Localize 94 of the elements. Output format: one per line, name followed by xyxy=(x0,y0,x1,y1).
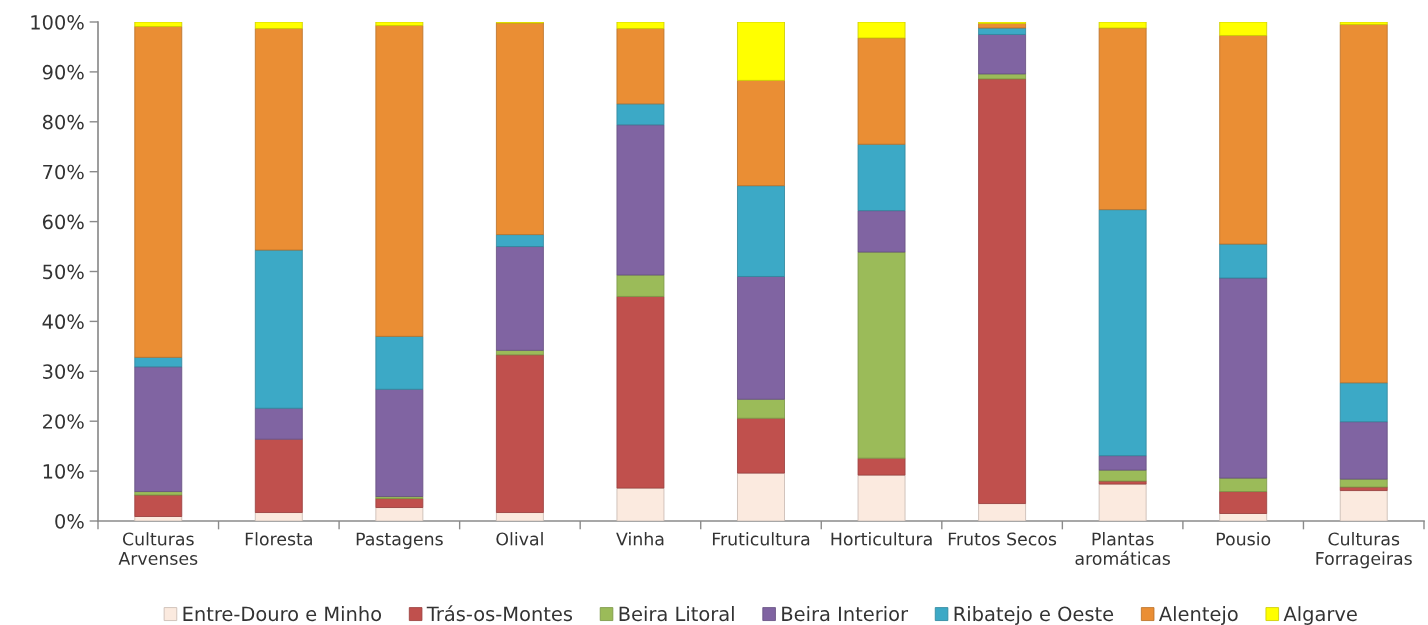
bar xyxy=(1219,243,1268,279)
bar xyxy=(737,276,785,400)
x-tick-label: Olival xyxy=(496,532,543,546)
bar xyxy=(857,143,906,212)
bar xyxy=(375,22,424,26)
bar xyxy=(616,274,665,297)
bar xyxy=(1098,483,1147,521)
bar xyxy=(495,22,544,235)
bar xyxy=(134,491,183,496)
bar xyxy=(1339,478,1388,488)
y-tick-label: 20% xyxy=(43,414,84,429)
bar xyxy=(1339,382,1388,423)
bar xyxy=(495,512,544,521)
bar xyxy=(134,26,183,358)
bar xyxy=(375,507,424,521)
bar xyxy=(616,487,665,521)
bar xyxy=(375,388,424,497)
x-tick-label: Frutos Secos xyxy=(948,532,1057,546)
bar xyxy=(254,512,303,521)
bar xyxy=(857,22,906,39)
y-tick-label: 50% xyxy=(43,264,84,280)
bar xyxy=(375,498,424,508)
legend-label: Trás-os-Montes xyxy=(426,605,573,622)
bar xyxy=(1339,421,1388,480)
x-tick-label: Vinha xyxy=(616,532,664,546)
y-tick-label: 70% xyxy=(43,164,84,180)
bar xyxy=(978,34,1027,75)
bar xyxy=(254,22,303,29)
bar xyxy=(495,246,544,351)
x-tick-label: Culturas Forrageiras xyxy=(1316,532,1412,569)
y-tick-label: 40% xyxy=(42,314,84,330)
bar xyxy=(616,124,665,276)
bar xyxy=(616,296,665,489)
bar xyxy=(1219,35,1268,245)
x-tick-label: Horticultura xyxy=(831,532,932,546)
x-tick-label: Culturas Arvenses xyxy=(118,532,198,565)
x-tick-label: Pousio xyxy=(1216,532,1271,546)
bar xyxy=(1219,277,1268,479)
bar xyxy=(737,185,785,277)
y-tick-label: 60% xyxy=(42,214,84,230)
legend-label: Ribatejo e Oeste xyxy=(954,606,1114,625)
bar xyxy=(1098,469,1147,482)
bar xyxy=(134,494,183,517)
bar xyxy=(616,103,665,126)
legend-label: Beira Litoral xyxy=(619,606,734,622)
y-tick-label: 0% xyxy=(55,513,84,529)
bar xyxy=(1219,491,1268,514)
legend-label: Algarve xyxy=(1283,606,1357,625)
bar xyxy=(375,25,424,337)
bar xyxy=(857,210,906,253)
bar xyxy=(495,354,544,513)
bar xyxy=(857,37,906,145)
x-tick-label: Plantas aromáticas xyxy=(1075,532,1170,565)
bar xyxy=(1098,27,1147,211)
legend-label: Beira Interior xyxy=(782,606,909,622)
bar xyxy=(1219,22,1268,36)
bar xyxy=(857,457,906,476)
legend-label: Entre-Douro e Minho xyxy=(183,606,382,622)
bar xyxy=(1339,24,1388,384)
bar xyxy=(134,22,183,27)
bar xyxy=(1098,209,1147,457)
x-tick-label: Floresta xyxy=(245,532,312,546)
bar xyxy=(1098,22,1147,29)
bar xyxy=(1339,490,1388,521)
bar xyxy=(254,28,303,251)
bar xyxy=(254,407,303,440)
bar xyxy=(857,251,906,459)
bar xyxy=(495,234,544,247)
y-tick-label: 30% xyxy=(43,364,84,379)
x-tick-label: Pastagens xyxy=(356,532,443,549)
y-tick-label: 100% xyxy=(31,14,84,30)
bar xyxy=(134,366,183,492)
y-tick-label: 90% xyxy=(42,64,84,80)
bar xyxy=(737,398,785,419)
bar xyxy=(857,474,906,521)
legend-label: Alentejo xyxy=(1159,606,1238,625)
bar xyxy=(737,472,785,521)
bar xyxy=(737,417,785,474)
bar xyxy=(1339,22,1388,25)
bar xyxy=(978,78,1027,504)
bar xyxy=(616,22,665,29)
y-tick-label: 80% xyxy=(42,114,84,130)
bar xyxy=(1098,455,1147,471)
bar xyxy=(254,438,303,513)
y-tick-label: 10% xyxy=(43,464,84,479)
bar xyxy=(375,335,424,390)
bar xyxy=(737,79,785,187)
bar xyxy=(737,22,785,81)
bar xyxy=(978,503,1027,521)
bar xyxy=(254,249,303,409)
bar xyxy=(616,28,665,105)
x-tick-label: Fruticultura xyxy=(712,532,810,546)
bar xyxy=(1219,477,1268,492)
bar xyxy=(978,23,1027,29)
